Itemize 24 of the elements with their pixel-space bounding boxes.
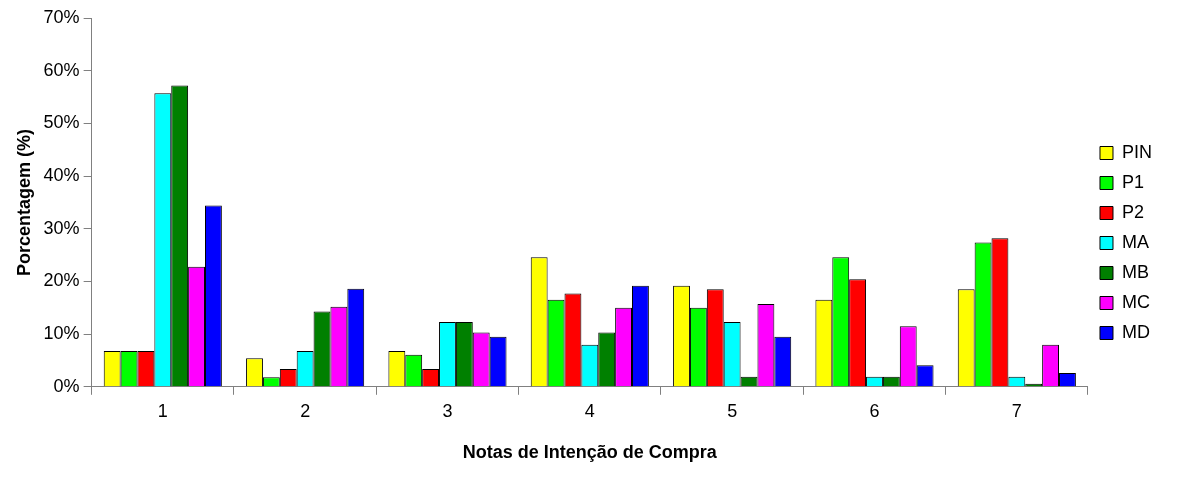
legend-label: PIN xyxy=(1121,141,1153,162)
legend-label: MC xyxy=(1121,291,1150,312)
y-tick-label: 0% xyxy=(53,375,80,396)
y-axis-title: Porcentagem (%) xyxy=(13,128,34,276)
legend-label: MB xyxy=(1121,261,1149,282)
x-axis-title: Notas de Intenção de Compra xyxy=(462,442,718,463)
x-tick-label: 5 xyxy=(727,400,738,421)
y-tick-label: 50% xyxy=(43,112,80,133)
y-tick-label: 60% xyxy=(43,59,80,80)
y-tick-label: 10% xyxy=(43,323,80,344)
legend-label: P2 xyxy=(1121,201,1145,222)
x-tick-label: 6 xyxy=(869,400,880,421)
x-tick-label: 7 xyxy=(1011,400,1022,421)
legend-label: MA xyxy=(1121,231,1149,252)
legend-label: P1 xyxy=(1121,171,1145,192)
x-tick-label: 4 xyxy=(584,400,595,421)
y-tick-label: 70% xyxy=(43,6,80,27)
legend-label: MD xyxy=(1121,321,1150,342)
x-tick-label: 2 xyxy=(300,400,311,421)
x-tick-label: 1 xyxy=(157,400,168,421)
x-tick-label: 3 xyxy=(442,400,453,421)
y-tick-label: 30% xyxy=(43,217,80,238)
y-tick-label: 20% xyxy=(43,270,80,291)
y-tick-label: 40% xyxy=(43,165,80,186)
